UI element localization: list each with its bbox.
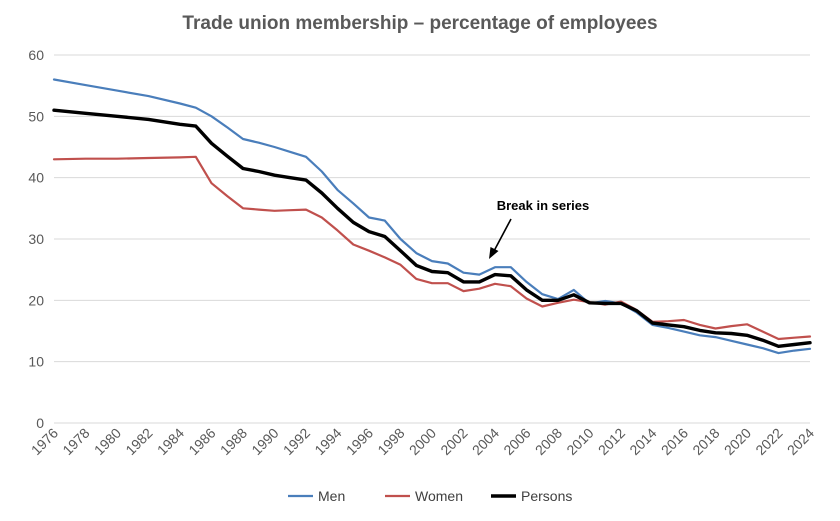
x-tick-label: 1988 (217, 425, 250, 458)
x-tick-label: 2018 (689, 425, 722, 458)
x-tick-label: 2004 (469, 425, 502, 458)
x-tick-label: 2016 (658, 425, 691, 458)
x-tick-label: 1986 (185, 425, 218, 458)
x-tick-label: 2010 (563, 425, 596, 458)
y-tick-label: 0 (36, 415, 44, 431)
x-tick-label: 2002 (437, 425, 470, 458)
x-tick-label: 1984 (154, 425, 187, 458)
series-line-men (52, 78, 812, 355)
x-tick-label: 2006 (500, 425, 533, 458)
x-axis-ticks: 1976197819801982198419861988199019921994… (28, 425, 817, 458)
series-lines (52, 78, 812, 355)
x-tick-label: 2012 (595, 425, 628, 458)
y-tick-label: 50 (28, 108, 44, 124)
y-tick-label: 60 (28, 47, 44, 63)
legend-label-men: Men (318, 488, 345, 504)
legend-label-women: Women (415, 488, 463, 504)
x-tick-label: 2024 (784, 425, 817, 458)
x-tick-label: 1982 (122, 425, 155, 458)
x-tick-label: 2022 (752, 425, 785, 458)
x-tick-label: 2020 (721, 425, 754, 458)
gridlines (54, 54, 810, 424)
x-tick-label: 1994 (311, 425, 344, 458)
y-tick-label: 10 (28, 354, 44, 370)
break-in-series-annotation: Break in series (489, 198, 589, 259)
x-tick-label: 2000 (406, 425, 439, 458)
series-line-persons (52, 108, 812, 348)
x-tick-label: 1978 (59, 425, 92, 458)
series-line-women (52, 155, 812, 341)
annotation-label: Break in series (497, 198, 590, 213)
x-tick-label: 1996 (343, 425, 376, 458)
chart-title: Trade union membership – percentage of e… (182, 13, 657, 34)
legend: Men Women Persons (288, 488, 572, 504)
x-tick-label: 1998 (374, 425, 407, 458)
y-tick-label: 40 (28, 170, 44, 186)
x-tick-label: 2014 (626, 425, 659, 458)
y-axis-ticks: 0 10 20 30 40 50 60 (28, 47, 44, 431)
x-tick-label: 1976 (28, 425, 61, 458)
x-tick-label: 2008 (532, 425, 565, 458)
x-tick-label: 1990 (248, 425, 281, 458)
y-tick-label: 20 (28, 292, 44, 308)
legend-label-persons: Persons (521, 488, 572, 504)
y-tick-label: 30 (28, 231, 44, 247)
annotation-arrow (493, 218, 512, 252)
x-tick-label: 1992 (280, 425, 313, 458)
annotation-arrowhead (489, 247, 499, 259)
x-tick-label: 1980 (91, 425, 124, 458)
